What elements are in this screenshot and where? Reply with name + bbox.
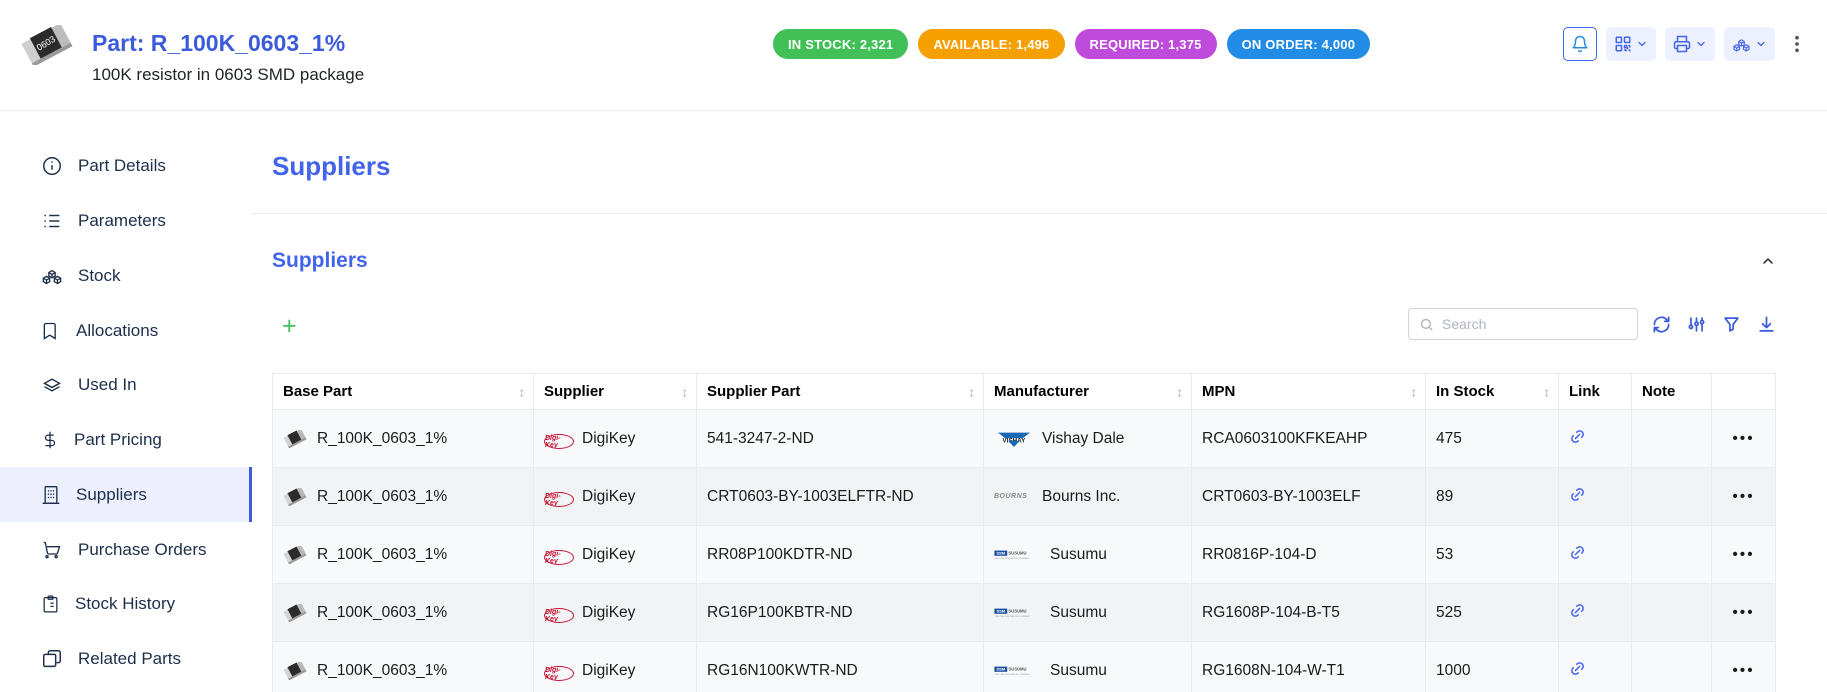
svg-text:SSM: SSM <box>996 608 1005 613</box>
svg-text:THE FINE INNOVATION COMPANY: THE FINE INNOVATION COMPANY <box>994 615 1030 618</box>
svg-text:SUSUMU: SUSUMU <box>1008 550 1026 555</box>
svg-text:SUSUMU: SUSUMU <box>1008 666 1026 671</box>
svg-text:SSM: SSM <box>996 550 1005 555</box>
svg-text:SSM: SSM <box>996 666 1005 671</box>
svg-text:THE FINE INNOVATION COMPANY: THE FINE INNOVATION COMPANY <box>994 557 1030 560</box>
svg-text:THE FINE INNOVATION COMPANY: THE FINE INNOVATION COMPANY <box>994 673 1030 676</box>
svg-text:SUSUMU: SUSUMU <box>1008 608 1026 613</box>
